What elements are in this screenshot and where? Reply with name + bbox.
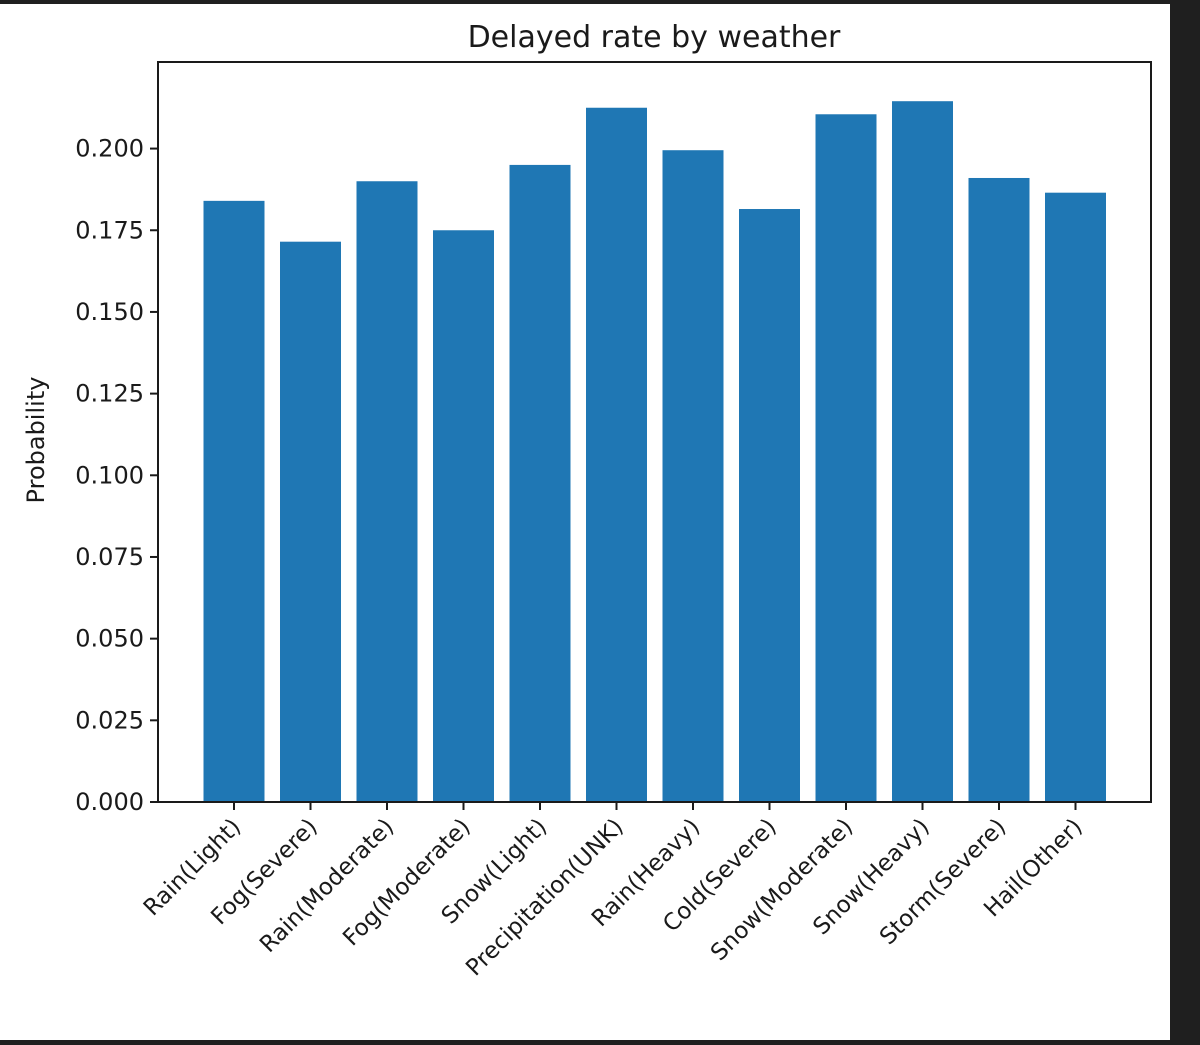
bar-cold-severe bbox=[739, 209, 800, 802]
bar-snow-moderate bbox=[815, 114, 877, 802]
y-tick-label: 0.100 bbox=[75, 461, 144, 489]
bar-fog-moderate bbox=[433, 230, 494, 802]
bar-rain-moderate bbox=[356, 181, 418, 802]
y-tick-label: 0.050 bbox=[75, 625, 144, 653]
bars-group bbox=[203, 101, 1106, 803]
bar-hail-other bbox=[1045, 192, 1106, 802]
bar-rain-heavy bbox=[662, 150, 724, 802]
y-tick-label: 0.175 bbox=[75, 216, 144, 244]
y-tick-label: 0.125 bbox=[75, 380, 144, 408]
bar-snow-heavy bbox=[892, 101, 953, 802]
x-ticks-group: Rain(Light)Fog(Severe)Rain(Moderate)Fog(… bbox=[139, 802, 1088, 981]
x-tick-label: Rain(Moderate) bbox=[255, 814, 399, 958]
y-tick-label: 0.025 bbox=[75, 706, 144, 734]
chart-title: Delayed rate by weather bbox=[468, 20, 841, 55]
bar-chart: Delayed rate by weather Probability 0.00… bbox=[22, 20, 1152, 981]
axes-frame bbox=[157, 61, 1152, 803]
y-ticks-group: 0.000 0.025 0.050 0.075 0.100 0.125 0.150 0.175… bbox=[75, 135, 158, 816]
y-tick-label: 0.075 bbox=[75, 543, 144, 571]
x-tick-label: Snow(Moderate) bbox=[706, 814, 858, 966]
bar-precipitation-unk bbox=[586, 107, 647, 803]
bar-snow-light bbox=[509, 164, 571, 802]
bar-rain-light bbox=[203, 200, 265, 802]
chart-figure: Delayed rate by weather Probability 0.00… bbox=[0, 4, 1170, 1040]
y-tick-label: 0.000 bbox=[75, 788, 144, 816]
y-axis-label: Probability bbox=[22, 377, 50, 504]
bar-fog-severe bbox=[280, 241, 341, 803]
bar-storm-severe bbox=[968, 177, 1030, 802]
y-tick-label: 0.200 bbox=[75, 135, 144, 163]
y-tick-label: 0.150 bbox=[75, 298, 144, 326]
top-strip bbox=[0, 0, 1200, 4]
